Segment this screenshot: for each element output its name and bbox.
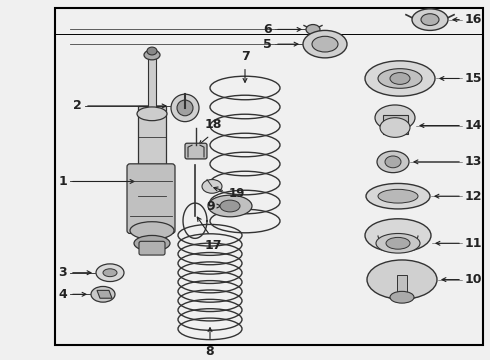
Text: 7: 7 xyxy=(241,50,249,63)
Bar xyxy=(138,106,166,243)
Text: 18: 18 xyxy=(204,118,221,131)
Ellipse shape xyxy=(220,200,240,212)
Ellipse shape xyxy=(412,9,448,30)
Ellipse shape xyxy=(306,24,320,34)
Ellipse shape xyxy=(96,264,124,282)
Text: 6: 6 xyxy=(264,23,272,36)
Ellipse shape xyxy=(378,69,422,88)
Bar xyxy=(397,275,407,296)
Ellipse shape xyxy=(91,287,115,302)
Ellipse shape xyxy=(380,118,410,138)
Text: 3: 3 xyxy=(58,266,67,279)
Ellipse shape xyxy=(103,269,117,276)
Ellipse shape xyxy=(378,189,418,203)
Text: 14: 14 xyxy=(465,119,483,132)
Text: 5: 5 xyxy=(263,38,272,51)
Text: 1: 1 xyxy=(58,175,67,188)
Text: 10: 10 xyxy=(465,273,483,286)
Ellipse shape xyxy=(375,105,415,130)
Ellipse shape xyxy=(386,237,410,249)
Ellipse shape xyxy=(367,260,437,299)
Text: 13: 13 xyxy=(465,156,482,168)
Text: 12: 12 xyxy=(465,190,483,203)
FancyBboxPatch shape xyxy=(185,143,207,159)
Ellipse shape xyxy=(365,61,435,96)
Bar xyxy=(148,57,156,114)
Ellipse shape xyxy=(421,14,439,26)
Text: 17: 17 xyxy=(204,239,222,252)
Text: 11: 11 xyxy=(465,237,483,250)
Bar xyxy=(383,115,408,134)
Ellipse shape xyxy=(202,180,222,193)
Ellipse shape xyxy=(365,219,431,252)
Ellipse shape xyxy=(366,184,430,209)
Ellipse shape xyxy=(385,156,401,168)
Ellipse shape xyxy=(377,151,409,173)
Bar xyxy=(55,8,483,345)
Ellipse shape xyxy=(390,291,414,303)
Text: 16: 16 xyxy=(465,13,482,26)
Text: 2: 2 xyxy=(73,99,82,112)
Text: 9: 9 xyxy=(206,199,215,212)
Ellipse shape xyxy=(303,30,347,58)
Text: 8: 8 xyxy=(206,345,214,358)
Ellipse shape xyxy=(171,94,199,122)
Ellipse shape xyxy=(144,50,160,60)
Ellipse shape xyxy=(312,36,338,52)
Text: 19: 19 xyxy=(229,187,245,200)
Ellipse shape xyxy=(390,73,410,84)
FancyBboxPatch shape xyxy=(127,164,175,234)
Ellipse shape xyxy=(177,100,193,116)
Ellipse shape xyxy=(376,234,420,253)
Polygon shape xyxy=(97,291,112,298)
Ellipse shape xyxy=(147,47,157,55)
Ellipse shape xyxy=(208,195,252,217)
Ellipse shape xyxy=(137,107,167,121)
Ellipse shape xyxy=(134,235,170,251)
Text: 4: 4 xyxy=(58,288,67,301)
Text: 15: 15 xyxy=(465,72,483,85)
FancyBboxPatch shape xyxy=(139,241,165,255)
Ellipse shape xyxy=(130,222,174,239)
